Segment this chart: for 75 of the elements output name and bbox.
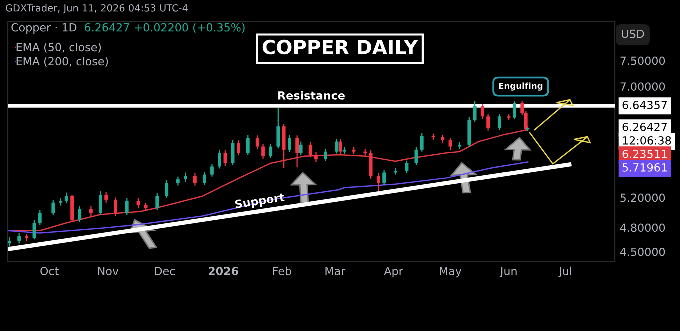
candlestick	[314, 152, 318, 163]
text: GDXTrader, Jun 11, 2026 04:53 UTC-4	[6, 4, 188, 14]
text: 6.64357	[622, 100, 667, 110]
candlestick	[486, 114, 490, 132]
x-tick-label: Dec	[155, 267, 176, 276]
candlestick	[104, 192, 108, 204]
candlestick	[184, 172, 188, 183]
text: 12:06:38	[623, 136, 672, 145]
ref-line-label: Resistance	[278, 91, 345, 100]
candlestick	[369, 150, 373, 180]
candlestick	[448, 138, 452, 152]
candlestick	[473, 100, 477, 122]
candlestick	[165, 180, 169, 200]
candlestick	[480, 104, 484, 120]
candlestick	[202, 172, 206, 186]
candlestick	[276, 108, 280, 150]
text: 5.71961	[622, 163, 667, 172]
annotation: Engulfing	[499, 82, 543, 91]
candlestick	[256, 135, 260, 150]
candlestick	[513, 100, 516, 120]
y-tick-label: 7.00000	[620, 82, 666, 91]
text: 6.23511	[622, 150, 667, 158]
candlestick	[324, 148, 328, 162]
candlestick	[420, 132, 424, 152]
candlestick	[210, 164, 214, 178]
candlestick	[262, 144, 265, 160]
x-tick-label: 2026	[208, 267, 238, 276]
candlestick	[78, 206, 82, 223]
annotation: 6.26427 +0.02200 (+0.35%)	[85, 23, 245, 34]
candlestick	[414, 146, 418, 166]
text: Support	[235, 193, 286, 211]
x-tick-label: Feb	[273, 266, 292, 276]
x-tick-label: May	[440, 267, 462, 278]
candlestick	[18, 232, 22, 244]
candlestick	[246, 134, 250, 156]
y-tick-label: 5.20000	[620, 194, 666, 202]
x-tick-label: Apr	[384, 267, 404, 278]
y-tick-label: 4.80000	[620, 224, 666, 232]
candlestick	[498, 114, 502, 131]
candlestick	[98, 190, 102, 216]
candlestick	[38, 210, 42, 226]
candlestick	[52, 199, 56, 216]
x-tick-label: Oct	[40, 267, 59, 276]
candlestick	[269, 144, 273, 159]
candlestick	[288, 134, 292, 154]
y-tick-label: 7.50000	[620, 56, 666, 66]
candlestick	[376, 172, 380, 192]
candlestick	[8, 236, 12, 248]
text: USD	[622, 30, 644, 38]
y-tick-label: 4.50000	[620, 248, 666, 256]
candlestick	[308, 142, 312, 158]
candlestick	[64, 192, 68, 204]
candlestick	[382, 170, 386, 186]
legend-label: EMA (50, close)	[16, 42, 102, 53]
candlestick	[296, 135, 300, 168]
text: 6.26427	[622, 122, 667, 132]
candlestick	[125, 198, 129, 216]
legend-label: EMA (200, close)	[16, 57, 108, 67]
text: COPPER DAILY	[262, 40, 418, 55]
candlestick	[339, 138, 343, 155]
candlestick	[282, 124, 286, 169]
candlestick	[299, 141, 303, 156]
x-tick-label: Nov	[98, 267, 119, 276]
candlestick	[70, 194, 74, 223]
x-tick-label: Jun	[500, 267, 517, 278]
candlestick	[114, 197, 118, 217]
line-series	[8, 162, 529, 234]
candlestick	[194, 172, 197, 186]
candlestick	[90, 206, 93, 217]
candlestick	[218, 149, 222, 170]
x-tick-label: Mar	[326, 267, 346, 276]
x-tick-label: Jul	[558, 266, 572, 278]
candlestick	[236, 140, 240, 156]
candlestick	[156, 192, 160, 211]
chart-subtitle: Copper · 1D	[12, 23, 77, 34]
